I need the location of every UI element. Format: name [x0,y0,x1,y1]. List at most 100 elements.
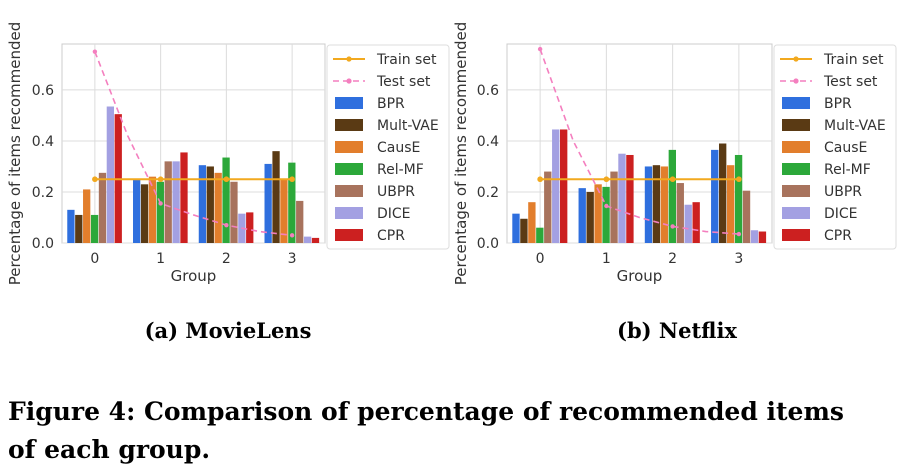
legend-swatch-cause [782,141,810,153]
marker-train-set [223,176,230,183]
bar-bpr [644,166,653,243]
bar-bpr [133,179,141,243]
bar-cpr [626,154,634,243]
legend-label-test-set: Test set [823,74,878,90]
subcaption-netflix: (b) Netflix [617,318,737,343]
legend-swatch-cpr [782,229,810,241]
legend-swatch-rel-mf [335,163,363,175]
marker-test-set [604,203,609,209]
x-tick-label: 0 [536,251,545,267]
x-tick-label: 3 [734,251,743,267]
y-tick-label: 0.2 [32,185,54,201]
bar-cause [594,184,602,243]
panel-netflix: 0.0 0.2 0.4 0.6 0 1 2 3 Group Percentage of items… [452,22,897,286]
bar-ubpr [742,190,751,243]
bar-rel-mf [734,154,743,243]
bar-cpr [311,237,320,243]
y-tick-label: 0.0 [32,236,54,252]
subcaption-movielens: (a) MovieLens [145,318,312,343]
legend-swatch-rel-mf [782,163,810,175]
legend-swatch-ubpr [782,185,810,197]
bar-mult-vae [206,166,214,243]
legend-swatch-bpr [335,97,363,109]
bar-ubpr [98,172,107,243]
bar-rel-mf [222,157,230,243]
y-axis-label: Percentage of items recommended [6,22,24,286]
bar-cpr [246,212,254,243]
legend-label-rel-mf: Rel-MF [377,162,424,178]
bar-rel-mf [602,186,610,243]
x-tick-label: 0 [90,251,99,267]
marker-train-set [736,176,742,183]
y-axis-label: Percentage of items recommended [452,22,470,286]
legend-box [326,44,450,250]
bar-ubpr [544,171,552,243]
bar-dice [618,153,626,243]
bar-cpr [180,152,188,243]
bar-rel-mf [156,181,164,243]
y-tick-label: 0.0 [477,236,499,252]
bar-bpr [711,149,719,243]
bar-ubpr [230,181,238,243]
y-tick-label: 0.4 [32,134,54,150]
x-tick-label: 1 [156,251,165,267]
bar-cause [528,202,536,243]
bar-mult-vae [272,151,280,243]
bar-bpr [578,188,586,243]
legend-label-train-set: Train set [823,52,884,68]
legend-swatch-dice [335,207,363,219]
legend-label-cpr: CPR [824,228,852,244]
bar-cpr [758,231,767,243]
bar-cause [660,166,669,243]
legend-marker-test-set [346,78,352,84]
x-tick-label: 3 [288,251,297,267]
legend-swatch-ubpr [335,185,363,197]
bar-cause [214,172,222,243]
bar-rel-mf [90,214,99,243]
bar-mult-vae [520,218,528,243]
marker-test-set [158,201,163,206]
marker-train-set [92,176,98,183]
legend-label-mult-vae: Mult-VAE [824,118,886,134]
x-tick-label: 2 [222,251,231,267]
marker-test-set [670,224,675,229]
bar-ubpr [164,161,172,243]
marker-test-set [92,49,98,54]
legend-label-cause: CausE [377,140,420,156]
line-test-set [539,48,739,235]
legend-swatch-cpr [335,229,363,241]
legend-label-cpr: CPR [377,228,405,244]
y-tick-label: 0.4 [477,134,499,150]
legend-label-rel-mf: Rel-MF [824,162,871,178]
bar-dice [552,129,560,243]
legend-label-ubpr: UBPR [377,184,415,200]
x-axis-label: Group [617,267,663,285]
bar-cause [726,165,735,243]
legend-marker-train-set [793,56,799,62]
legend-marker-train-set [346,56,352,62]
bar-cause [280,179,288,243]
marker-test-set [537,46,543,52]
bar-mult-vae [75,214,83,243]
legend-label-mult-vae: Mult-VAE [377,118,439,134]
bar-rel-mf [536,227,544,243]
marker-test-set [736,231,742,237]
legend-label-train-set: Train set [376,52,437,68]
legend-label-test-set: Test set [376,74,431,90]
legend-swatch-dice [782,207,810,219]
legend-label-bpr: BPR [377,96,405,112]
figure-caption-line-1: Figure 4: Comparison of percentage of re… [8,397,844,426]
y-tick-label: 0.6 [32,83,54,99]
legend-label-bpr: BPR [824,96,852,112]
marker-train-set [157,176,164,183]
bar-ubpr [676,183,684,243]
bar-dice [172,161,180,243]
bar-rel-mf [288,162,296,243]
bar-mult-vae [586,191,594,243]
bar-bpr [264,163,272,243]
bar-dice [106,106,114,243]
bar-bpr [512,213,520,243]
y-tick-label: 0.6 [477,83,499,99]
y-tick-label: 0.2 [477,185,499,201]
bar-bpr [67,209,75,243]
